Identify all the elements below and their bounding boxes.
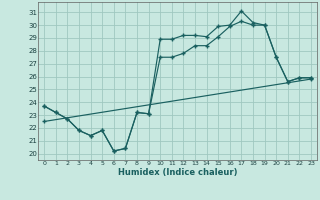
X-axis label: Humidex (Indice chaleur): Humidex (Indice chaleur) [118, 168, 237, 177]
